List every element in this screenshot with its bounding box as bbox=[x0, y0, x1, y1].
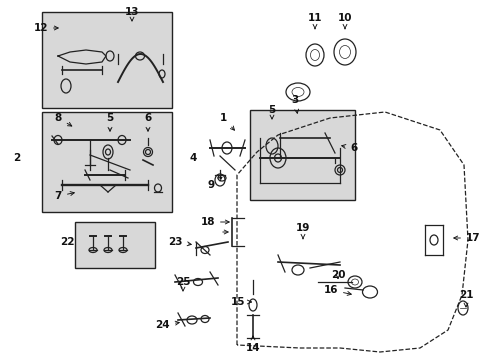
Text: 11: 11 bbox=[307, 13, 322, 29]
Text: 25: 25 bbox=[175, 277, 190, 291]
Text: 13: 13 bbox=[124, 7, 139, 21]
Text: 17: 17 bbox=[453, 233, 480, 243]
Text: 10: 10 bbox=[337, 13, 351, 29]
Text: 21: 21 bbox=[458, 290, 472, 307]
Bar bbox=[42, 112, 172, 212]
Text: 2: 2 bbox=[13, 153, 20, 163]
Text: 15: 15 bbox=[230, 297, 251, 307]
Text: 20: 20 bbox=[330, 270, 345, 280]
Text: 5: 5 bbox=[268, 105, 275, 119]
Text: 19: 19 bbox=[295, 223, 309, 239]
Text: 5: 5 bbox=[106, 113, 113, 131]
Text: 18: 18 bbox=[200, 217, 229, 227]
Text: 24: 24 bbox=[155, 320, 179, 330]
Text: 1: 1 bbox=[219, 113, 234, 130]
Text: 14: 14 bbox=[245, 336, 260, 353]
Text: 4: 4 bbox=[190, 153, 197, 163]
Bar bbox=[249, 110, 354, 200]
Text: 12: 12 bbox=[34, 23, 58, 33]
Text: 3: 3 bbox=[291, 95, 298, 113]
Text: 6: 6 bbox=[341, 143, 357, 153]
Text: 7: 7 bbox=[55, 191, 74, 201]
Text: 22: 22 bbox=[61, 237, 75, 247]
Text: 23: 23 bbox=[168, 237, 191, 247]
Text: 6: 6 bbox=[144, 113, 151, 131]
Text: 9: 9 bbox=[207, 177, 222, 190]
Bar bbox=[75, 222, 155, 268]
Bar bbox=[42, 12, 172, 108]
Text: 8: 8 bbox=[55, 113, 72, 126]
Text: 16: 16 bbox=[323, 285, 350, 295]
